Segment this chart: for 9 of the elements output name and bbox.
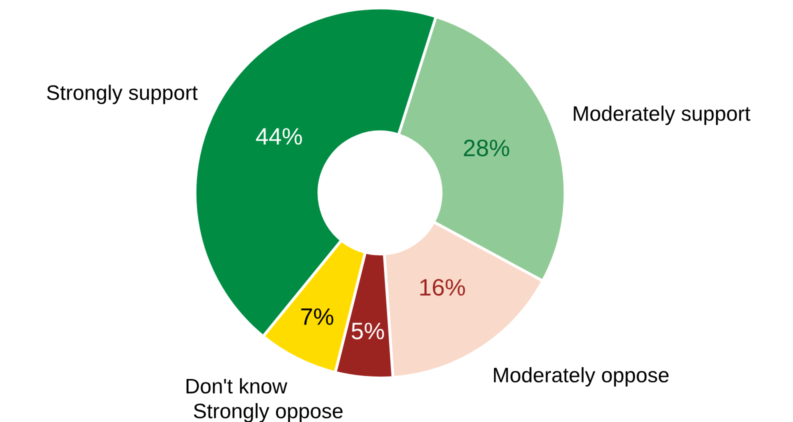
slice-label: Don't know <box>186 378 288 394</box>
data-label: 7% <box>301 308 334 325</box>
data-label: 5% <box>352 322 384 340</box>
data-label: 44% <box>256 128 302 145</box>
data-label: 28% <box>464 140 510 156</box>
slice-label: Moderately oppose <box>494 367 669 387</box>
slice-label: Moderately support <box>574 106 750 126</box>
data-label: 16% <box>420 278 465 296</box>
slice-label: Strongly support <box>47 84 198 104</box>
